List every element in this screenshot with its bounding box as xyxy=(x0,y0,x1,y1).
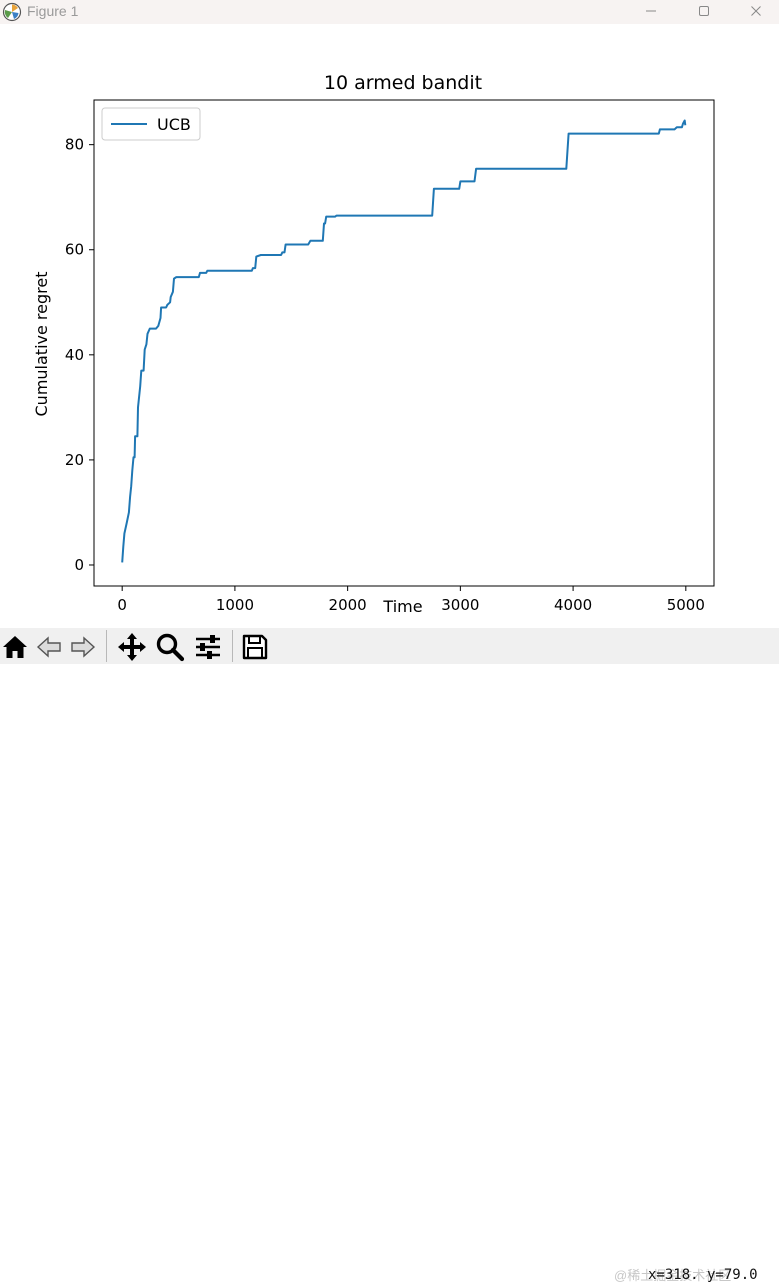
axis-ticks: 0 1000 2000 3000 4000 5000 0 20 40 60 80 xyxy=(65,136,705,614)
home-icon xyxy=(3,636,27,658)
axes-frame xyxy=(93,99,715,587)
save-icon xyxy=(242,634,268,660)
minimize-icon xyxy=(646,10,656,12)
zoom-icon xyxy=(156,633,185,662)
y-tick-label: 40 xyxy=(65,346,84,364)
matplotlib-icon xyxy=(2,2,22,22)
close-icon xyxy=(751,6,761,16)
maximize-button[interactable] xyxy=(681,0,727,22)
y-tick-label: 80 xyxy=(65,136,84,154)
x-tick-label: 5000 xyxy=(667,596,705,614)
forward-arrow-icon xyxy=(71,636,96,658)
minimize-button[interactable] xyxy=(628,0,674,22)
window-title: Figure 1 xyxy=(27,3,79,19)
figure-canvas[interactable]: 10 armed bandit 0 1000 2000 3000 4000 5000 0 20… xyxy=(0,24,779,628)
legend-box xyxy=(101,107,201,141)
line-chart: 10 armed bandit 0 1000 2000 3000 4000 5000 0 20… xyxy=(32,72,715,616)
y-tick-label: 0 xyxy=(74,556,84,574)
back-button[interactable] xyxy=(34,632,64,662)
pan-icon xyxy=(118,633,146,661)
y-tick-label: 60 xyxy=(65,241,84,259)
save-button[interactable] xyxy=(240,632,270,662)
subplots-config-icon xyxy=(196,635,220,659)
x-axis-label: Time xyxy=(382,597,422,616)
cursor-coordinates: x=318. y=79.0 xyxy=(648,1267,758,1283)
zoom-button[interactable] xyxy=(155,632,185,662)
x-tick-label: 4000 xyxy=(554,596,592,614)
plot-data-layer xyxy=(121,119,687,563)
configure-subplots-button[interactable] xyxy=(193,632,223,662)
x-tick-label: 1000 xyxy=(216,596,254,614)
window-titlebar: Figure 1 xyxy=(0,0,779,24)
forward-button[interactable] xyxy=(68,632,98,662)
y-tick-label: 20 xyxy=(65,451,84,469)
x-tick-label: 3000 xyxy=(441,596,479,614)
chart-title: 10 armed bandit xyxy=(324,72,482,94)
pan-button[interactable] xyxy=(117,632,147,662)
toolbar-separator xyxy=(232,630,233,662)
toolbar-separator xyxy=(106,630,107,662)
series-line-ucb xyxy=(121,119,687,563)
navigation-toolbar: @稀土掘金技术社区 x=318. y=79.0 xyxy=(0,628,779,1283)
home-button[interactable] xyxy=(0,632,30,662)
x-tick-label: 0 xyxy=(117,596,127,614)
back-arrow-icon xyxy=(36,636,61,658)
maximize-icon xyxy=(699,6,709,16)
legend: UCB xyxy=(101,107,201,141)
y-axis-label: Cumulative regret xyxy=(32,272,51,417)
legend-label-ucb: UCB xyxy=(157,115,191,134)
x-tick-label: 2000 xyxy=(329,596,367,614)
close-button[interactable] xyxy=(733,0,779,22)
